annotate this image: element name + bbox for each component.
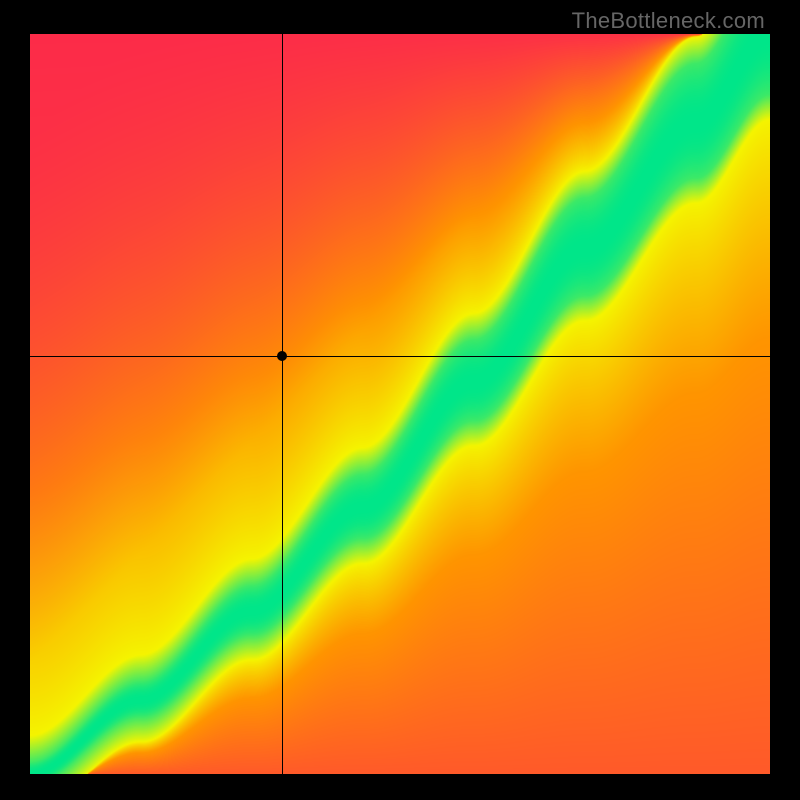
crosshair-horizontal	[30, 356, 770, 357]
heatmap-canvas	[30, 34, 770, 774]
crosshair-vertical	[282, 34, 283, 774]
crosshair-point	[277, 351, 287, 361]
plot-area	[30, 34, 770, 774]
watermark-text: TheBottleneck.com	[572, 8, 765, 34]
